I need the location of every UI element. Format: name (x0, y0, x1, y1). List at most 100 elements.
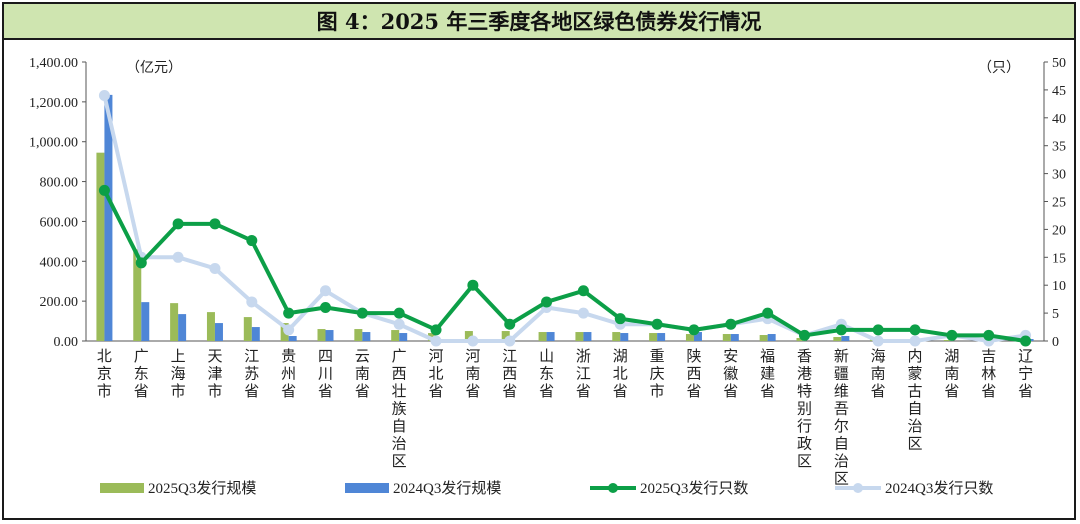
left-tick-label: 400.00 (40, 255, 79, 270)
category-label: 内蒙古自治区 (908, 347, 923, 453)
category-label: 江西省 (502, 347, 517, 400)
bar-2025q3-scale (317, 329, 326, 341)
left-tick-label: 600.00 (40, 215, 79, 230)
bar-2025q3-scale (133, 249, 142, 341)
bar-2025q3-scale (833, 337, 842, 341)
right-tick-label: 0 (1052, 335, 1059, 350)
right-tick-label: 40 (1052, 112, 1066, 127)
marker-2024q3-count (393, 318, 405, 330)
bar-2024q3-scale (288, 336, 297, 341)
marker-2024q3-count (872, 335, 884, 347)
category-label: 福建省 (760, 347, 775, 400)
legend-swatch-2024q3-scale (345, 483, 389, 493)
category-label: 香港特别行政区 (797, 347, 812, 470)
bar-2024q3-scale (325, 330, 334, 341)
bar-2025q3-scale (612, 332, 621, 341)
marker-2024q3-count (283, 324, 295, 336)
category-label: 北京市 (97, 347, 112, 400)
category-label: 江苏省 (244, 347, 259, 400)
category-label: 河南省 (465, 347, 480, 400)
marker-2025q3-count (320, 302, 331, 314)
marker-2025q3-count (872, 324, 884, 336)
marker-2025q3-count (393, 307, 405, 319)
bar-2024q3-scale (693, 332, 702, 341)
marker-2025q3-count (762, 307, 774, 319)
marker-2025q3-count (467, 279, 479, 291)
bar-2025q3-scale (538, 332, 547, 341)
left-tick-label: 200.00 (40, 295, 79, 310)
marker-2025q3-count (541, 296, 553, 308)
bar-2025q3-scale (391, 330, 400, 341)
bar-2025q3-scale (759, 335, 768, 341)
bar-2025q3-scale (464, 331, 473, 341)
category-label: 湖南省 (944, 347, 959, 400)
marker-2025q3-count (356, 307, 368, 319)
category-label: 陕西省 (686, 347, 701, 400)
bar-2024q3-scale (730, 334, 739, 341)
right-tick-label: 45 (1052, 84, 1066, 99)
marker-2024q3-count (98, 89, 110, 101)
bar-2025q3-scale (501, 331, 510, 341)
category-label: 新疆维吾尔自治区 (834, 347, 849, 488)
category-label: 辽宁省 (1018, 347, 1033, 400)
right-tick-label: 50 (1052, 56, 1066, 71)
marker-2024q3-count (504, 335, 516, 347)
marker-2024q3-count (577, 307, 589, 319)
bar-2024q3-scale (362, 332, 371, 341)
marker-2024q3-count (467, 335, 479, 347)
category-label: 重庆市 (650, 347, 665, 400)
marker-2025q3-count (246, 235, 258, 247)
bar-2024q3-scale (767, 334, 776, 341)
line-2025q3-count (102, 189, 1026, 343)
legend-marker-2024q3-count (853, 483, 863, 493)
category-label: 湖北省 (613, 347, 628, 400)
bar-2024q3-scale (251, 327, 260, 341)
category-label: 浙江省 (576, 347, 591, 400)
right-tick-label: 15 (1052, 251, 1066, 266)
category-label: 贵州省 (281, 347, 296, 400)
category-label: 吉林省 (981, 347, 996, 400)
marker-2025q3-count (799, 329, 810, 341)
legend-label-2025q3-count: 2025Q3发行只数 (640, 480, 748, 497)
marker-2025q3-count (135, 257, 147, 269)
bar-2024q3-scale (178, 314, 187, 341)
category-labels: 北京市 广东省 上海市 天津市 江苏省 贵州省 四川省 云南省 广西壮族自治区 河北省 河南省 江西省… (97, 347, 1033, 488)
line-2024q3-count (102, 95, 1026, 343)
marker-2024q3-count (172, 251, 184, 263)
marker-2024q3-count (209, 262, 221, 274)
category-label: 海南省 (871, 347, 886, 400)
right-tick-label: 25 (1052, 196, 1066, 211)
right-axis-unit: （只） (978, 60, 1020, 76)
legend-label-2024q3-scale: 2024Q3发行规模 (393, 480, 501, 497)
left-tick-label: 1,000.00 (29, 136, 78, 151)
bar-2024q3-scale (399, 333, 408, 341)
chart-title: 图 4：2025 年三季度各地区绿色债券发行情况 (4, 4, 1074, 40)
legend: 2025Q3发行规模 2024Q3发行规模 2025Q3发行只数 2024Q3发行只数 (100, 480, 993, 497)
bar-2025q3-scale (796, 338, 805, 341)
bar-2024q3-scale (657, 333, 666, 341)
category-label: 上海市 (171, 347, 186, 400)
bar-2024q3-scale (104, 94, 113, 341)
bar-2025q3-scale (943, 340, 952, 341)
category-label: 天津市 (207, 347, 222, 400)
left-axis-unit: （亿元） (126, 60, 182, 76)
bars (96, 94, 1034, 341)
bar-2025q3-scale (649, 333, 658, 341)
bar-2024q3-scale (841, 336, 850, 341)
bar-2025q3-scale (722, 334, 731, 341)
right-tick-label: 20 (1052, 223, 1066, 238)
left-tick-label: 1,200.00 (29, 96, 78, 111)
lines (98, 89, 1032, 347)
marker-2025q3-count (909, 324, 921, 336)
marker-2025q3-count (983, 329, 995, 341)
legend-label-2025q3-scale: 2025Q3发行规模 (148, 480, 256, 497)
bar-2024q3-scale (620, 333, 629, 341)
legend-label-2024q3-count: 2024Q3发行只数 (885, 480, 993, 497)
bar-2025q3-scale (685, 334, 694, 341)
category-label: 山东省 (539, 347, 554, 400)
marker-2025q3-count (1020, 335, 1032, 347)
left-tick-label: 1,400.00 (29, 56, 78, 71)
marker-2025q3-count (946, 329, 958, 341)
category-label: 四川省 (318, 347, 333, 400)
category-label: 安徽省 (723, 347, 738, 400)
